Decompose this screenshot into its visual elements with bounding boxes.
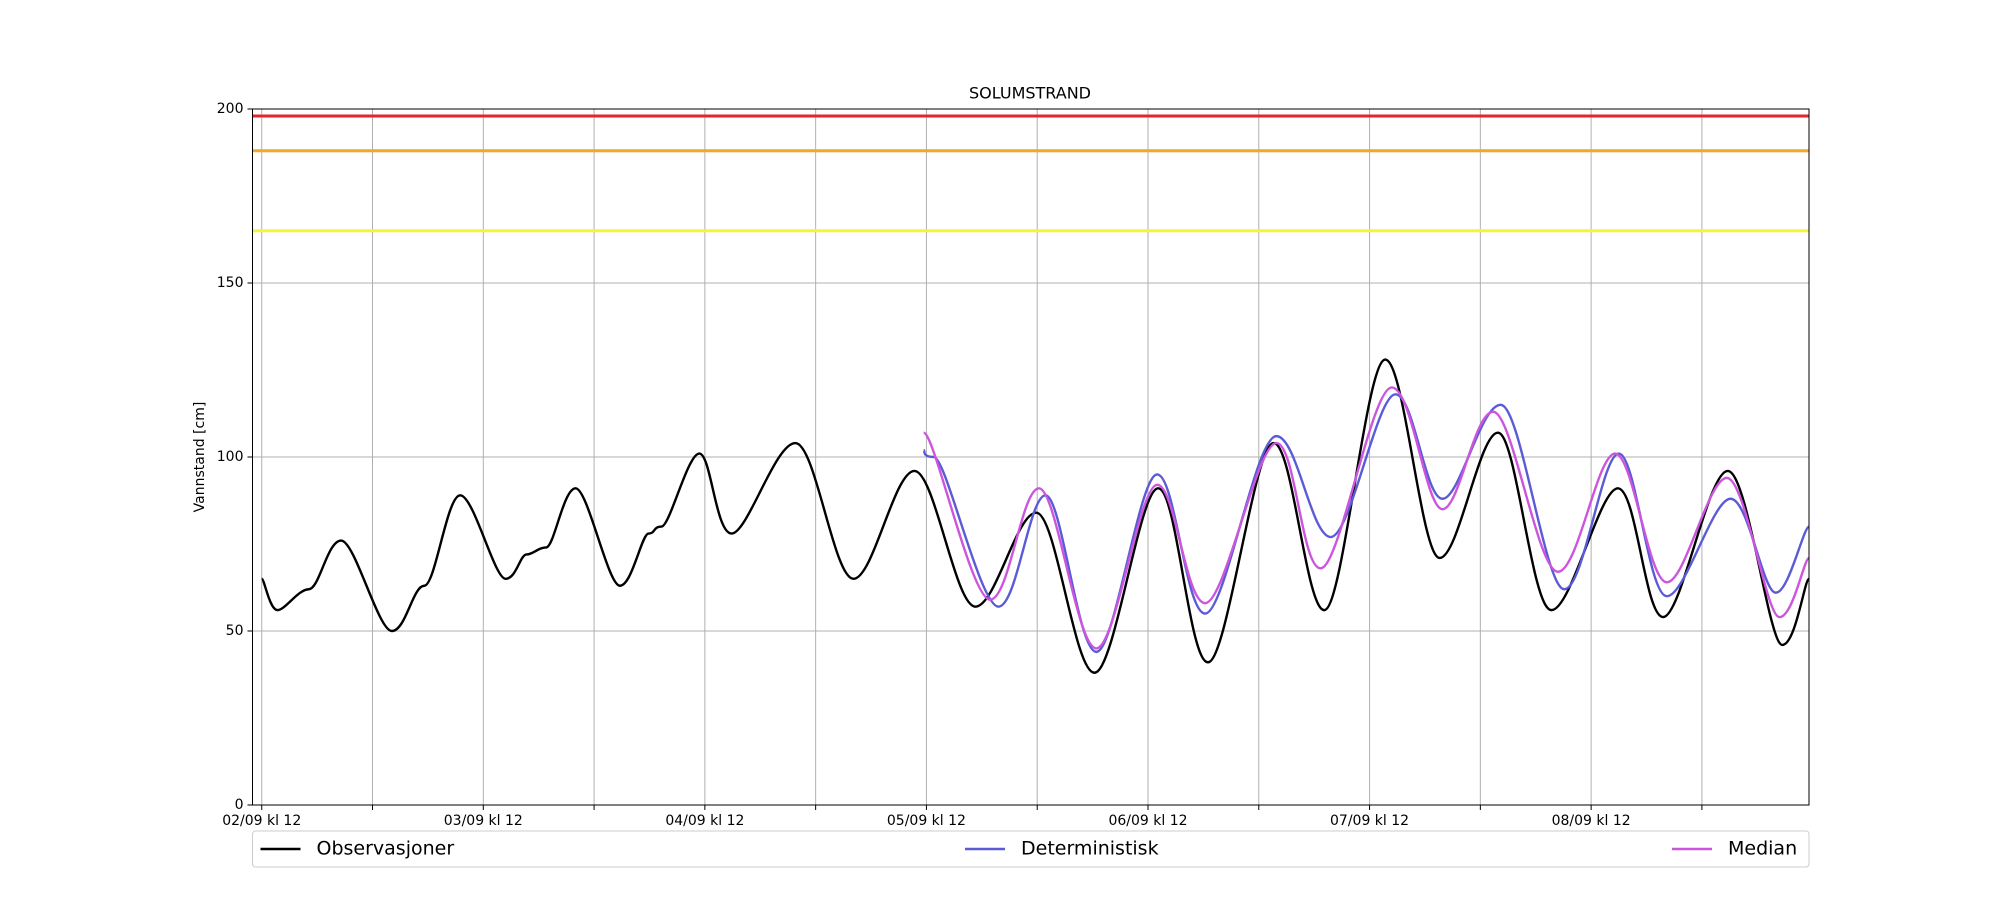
plot-frame (252, 108, 1810, 806)
series-line (922, 386, 1809, 650)
x-tick-label: 06/09 kl 12 (1108, 813, 1187, 829)
legend-label: Deterministisk (1021, 838, 1159, 860)
legend-box (252, 830, 1810, 868)
chart-title: SOLUMSTRAND (969, 84, 1091, 103)
legend-label: Median (1728, 838, 1797, 860)
y-tick-label: 50 (226, 623, 244, 639)
y-tick-label: 150 (217, 275, 244, 291)
y-tick-label: 200 (217, 101, 244, 117)
y-tick-label: 0 (235, 797, 244, 813)
x-tick-label: 04/09 kl 12 (665, 813, 744, 829)
x-tick-label: 05/09 kl 12 (887, 813, 966, 829)
x-tick-label: 02/09 kl 12 (222, 813, 301, 829)
series-line (260, 358, 1809, 674)
x-tick-label: 07/09 kl 12 (1330, 813, 1409, 829)
legend-label: Observasjoner (317, 838, 455, 860)
y-axis-label: Vannstand [cm] (192, 402, 208, 513)
x-tick-label: 08/09 kl 12 (1552, 813, 1631, 829)
x-tick-label: 03/09 kl 12 (444, 813, 523, 829)
y-tick-label: 100 (217, 449, 244, 465)
